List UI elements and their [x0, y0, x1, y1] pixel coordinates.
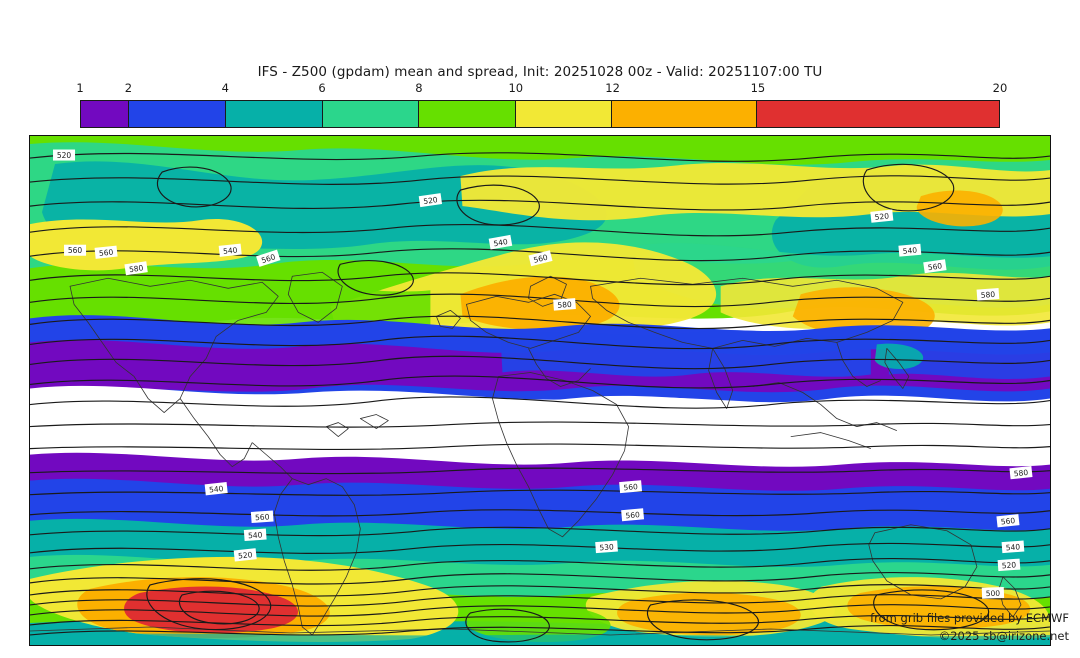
svg-text:540: 540 [209, 484, 224, 494]
svg-text:520: 520 [57, 151, 72, 160]
colorbar-segment-1-2 [81, 101, 130, 127]
colorbar-segment-12-15 [612, 101, 758, 127]
map-canvas: 520 520 540 560 560 560 580 540 560 580 … [30, 136, 1050, 645]
svg-text:540: 540 [223, 245, 238, 255]
svg-text:560: 560 [1000, 516, 1015, 526]
colorbar-segment-2-4 [129, 101, 226, 127]
svg-text:580: 580 [128, 263, 144, 274]
spread-colorbar: 1 2 4 6 8 10 12 15 20 [76, 81, 1007, 128]
svg-text:520: 520 [874, 211, 889, 221]
svg-text:540: 540 [493, 237, 509, 248]
svg-text:540: 540 [248, 530, 263, 540]
svg-text:580: 580 [1013, 468, 1028, 478]
colorbar-segment-10-12 [515, 101, 613, 127]
svg-text:560: 560 [533, 253, 549, 265]
colorbar-gradient [80, 100, 1000, 128]
svg-text:530: 530 [599, 542, 614, 552]
svg-text:560: 560 [255, 512, 270, 522]
colorbar-tick-1: 1 [76, 81, 84, 95]
colorbar-tick-10: 10 [508, 81, 524, 95]
svg-text:520: 520 [238, 550, 253, 560]
svg-text:540: 540 [1006, 542, 1021, 552]
contour-labels: 520 520 540 560 560 560 580 540 560 580 … [53, 149, 1033, 599]
svg-text:520: 520 [423, 195, 439, 206]
coastlines [30, 271, 1050, 636]
colorbar-segment-4-6 [225, 101, 323, 127]
svg-text:520: 520 [1002, 560, 1017, 570]
copyright-attribution: ©2025 sb@irizone.net [938, 629, 1069, 643]
svg-text:580: 580 [557, 300, 572, 310]
svg-text:560: 560 [260, 252, 277, 265]
mean-height-contours [30, 152, 1050, 643]
page-title: IFS - Z500 (gpdam) mean and spread, Init… [257, 64, 823, 80]
svg-text:580: 580 [981, 290, 996, 300]
colorbar-tick-12: 12 [605, 81, 620, 95]
svg-text:500: 500 [986, 589, 1001, 599]
colorbar-tick-20: 20 [992, 81, 1008, 95]
svg-text:560: 560 [623, 482, 638, 492]
svg-text:560: 560 [927, 261, 943, 272]
svg-text:560: 560 [68, 246, 83, 255]
svg-text:560: 560 [625, 510, 640, 520]
svg-text:540: 540 [902, 246, 917, 256]
source-attribution: from grib files provided by ECMWF [870, 611, 1069, 625]
svg-text:560: 560 [99, 247, 114, 257]
map-panel[interactable]: 520 520 540 560 560 560 580 540 560 580 … [29, 135, 1051, 646]
colorbar-tick-4: 4 [221, 81, 229, 95]
colorbar-segment-15-20 [757, 101, 999, 127]
spread-shading-northern [30, 136, 1050, 339]
colorbar-tick-15: 15 [750, 81, 766, 95]
colorbar-segment-6-8 [322, 101, 420, 127]
spread-shading-high-latitudes [500, 329, 1050, 379]
colorbar-tick-8: 8 [415, 81, 423, 95]
colorbar-segment-8-10 [419, 101, 516, 127]
colorbar-tick-6: 6 [318, 81, 326, 95]
colorbar-tick-2: 2 [124, 81, 133, 95]
